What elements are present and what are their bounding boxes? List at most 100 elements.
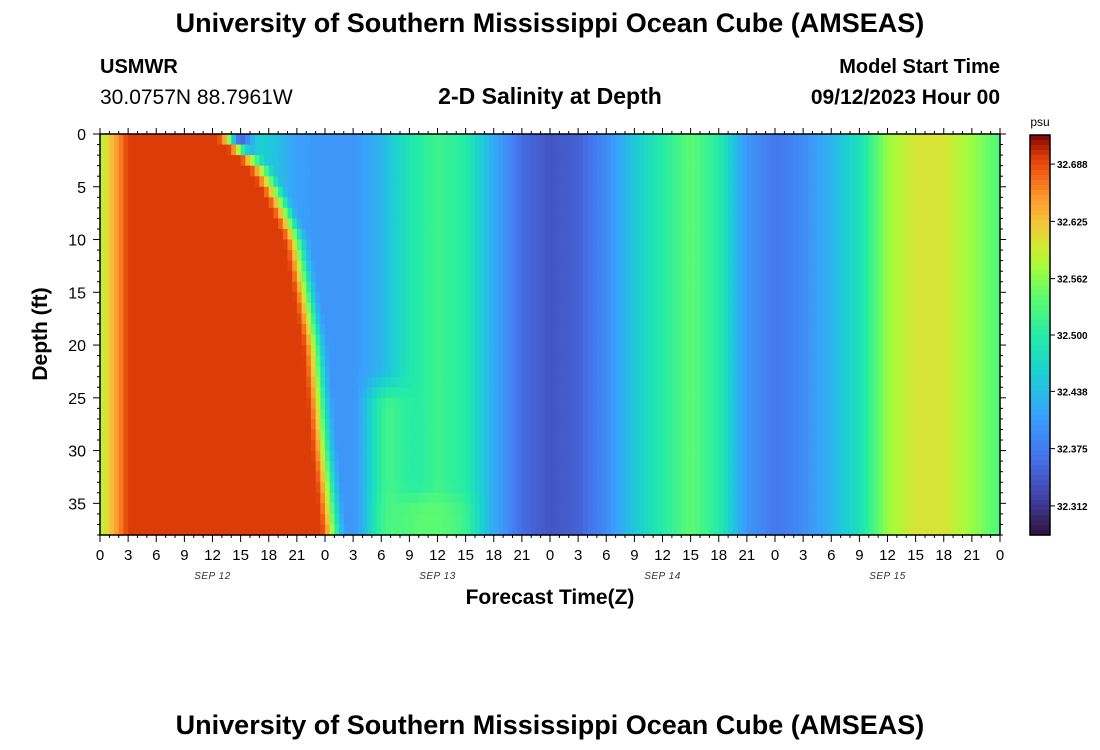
heatmap-cell xyxy=(700,186,706,198)
heatmap-cell xyxy=(535,186,542,198)
heatmap-cell xyxy=(625,492,631,504)
heatmap-cell xyxy=(704,482,710,494)
heatmap-cell xyxy=(676,366,682,378)
heatmap-cell xyxy=(465,165,471,177)
heatmap-cell xyxy=(240,281,246,293)
heatmap-cell xyxy=(428,281,434,293)
heatmap-cell xyxy=(460,271,467,283)
heatmap-cell xyxy=(648,313,654,325)
heatmap-cell xyxy=(596,186,603,198)
heatmap-cell xyxy=(695,186,701,198)
heatmap-cell xyxy=(362,228,368,241)
heatmap-cell xyxy=(456,429,462,441)
heatmap-cell xyxy=(329,429,335,441)
heatmap-cell xyxy=(160,323,167,336)
heatmap-cell xyxy=(207,228,214,241)
heatmap-cell xyxy=(156,323,162,336)
heatmap-cell xyxy=(568,461,575,473)
heatmap-cell xyxy=(428,450,434,462)
heatmap-cell xyxy=(657,471,664,483)
heatmap-cell xyxy=(390,218,396,230)
heatmap-cell xyxy=(273,345,279,357)
heatmap-cell xyxy=(531,250,537,262)
heatmap-cell xyxy=(353,134,359,146)
heatmap-cell xyxy=(709,302,715,314)
heatmap-cell xyxy=(240,271,246,283)
heatmap-cell xyxy=(535,418,542,431)
heatmap-cell xyxy=(573,186,579,198)
heatmap-cell xyxy=(437,250,443,262)
heatmap-cell xyxy=(179,345,185,357)
heatmap-cell xyxy=(498,492,504,504)
heatmap-cell xyxy=(714,165,720,177)
heatmap-cell xyxy=(695,397,701,409)
heatmap-cell xyxy=(165,366,171,378)
heatmap-cell xyxy=(203,323,209,336)
heatmap-cell xyxy=(395,524,401,536)
heatmap-cell xyxy=(245,260,251,272)
heatmap-cell xyxy=(175,260,181,272)
heatmap-cell xyxy=(700,165,706,177)
heatmap-cell xyxy=(395,292,401,304)
heatmap-cell xyxy=(475,155,481,167)
heatmap-cell xyxy=(587,408,593,420)
heatmap-cell xyxy=(446,492,453,504)
heatmap-cell xyxy=(226,250,232,262)
heatmap-cell xyxy=(479,524,485,536)
heatmap-cell xyxy=(404,207,410,220)
heatmap-cell xyxy=(226,323,232,336)
heatmap-cell xyxy=(353,334,359,346)
heatmap-cell xyxy=(114,292,120,304)
heatmap-cell xyxy=(193,228,200,241)
heatmap-cell xyxy=(221,355,228,367)
heatmap-cell xyxy=(442,492,448,504)
heatmap-cell xyxy=(582,281,589,293)
heatmap-cell xyxy=(221,313,228,325)
heatmap-cell xyxy=(301,207,307,220)
heatmap-cell xyxy=(348,186,354,198)
heatmap-cell xyxy=(564,134,570,146)
heatmap-cell xyxy=(625,134,631,146)
heatmap-cell xyxy=(240,239,246,251)
heatmap-cell xyxy=(104,355,110,367)
heatmap-cell xyxy=(442,228,448,241)
heatmap-cell xyxy=(535,482,542,494)
heatmap-cell xyxy=(381,418,387,431)
heatmap-cell xyxy=(170,292,176,304)
heatmap-cell xyxy=(601,271,607,283)
heatmap-cell xyxy=(606,482,612,494)
heatmap-cell xyxy=(545,513,551,526)
heatmap-cell xyxy=(348,250,354,262)
heatmap-cell xyxy=(282,524,289,536)
heatmap-cell xyxy=(695,176,701,188)
heatmap-cell xyxy=(109,250,115,262)
heatmap-cell xyxy=(235,366,242,378)
heatmap-cell xyxy=(160,313,167,325)
heatmap-cell xyxy=(310,313,317,325)
heatmap-cell xyxy=(470,134,476,146)
heatmap-cell xyxy=(198,461,204,473)
heatmap-cell xyxy=(343,155,350,167)
heatmap-cell xyxy=(512,186,518,198)
heatmap-cell xyxy=(690,461,696,473)
heatmap-cell xyxy=(465,218,471,230)
heatmap-cell xyxy=(685,197,692,209)
heatmap-cell xyxy=(606,387,612,399)
heatmap-cell xyxy=(212,513,218,526)
heatmap-cell xyxy=(535,461,542,473)
heatmap-cell xyxy=(240,144,246,156)
heatmap-cell xyxy=(681,482,687,494)
heatmap-cell xyxy=(507,250,514,262)
heatmap-cell xyxy=(470,418,476,431)
heatmap-cell xyxy=(175,429,181,441)
heatmap-cell xyxy=(357,197,364,209)
heatmap-cell xyxy=(559,482,565,494)
heatmap-cell xyxy=(160,492,167,504)
heatmap-cell xyxy=(325,165,331,177)
heatmap-cell xyxy=(339,197,345,209)
heatmap-cell xyxy=(292,345,298,357)
heatmap-cell xyxy=(245,503,251,515)
heatmap-cell xyxy=(146,271,153,283)
heatmap-cell xyxy=(329,334,335,346)
heatmap-cell xyxy=(625,482,631,494)
